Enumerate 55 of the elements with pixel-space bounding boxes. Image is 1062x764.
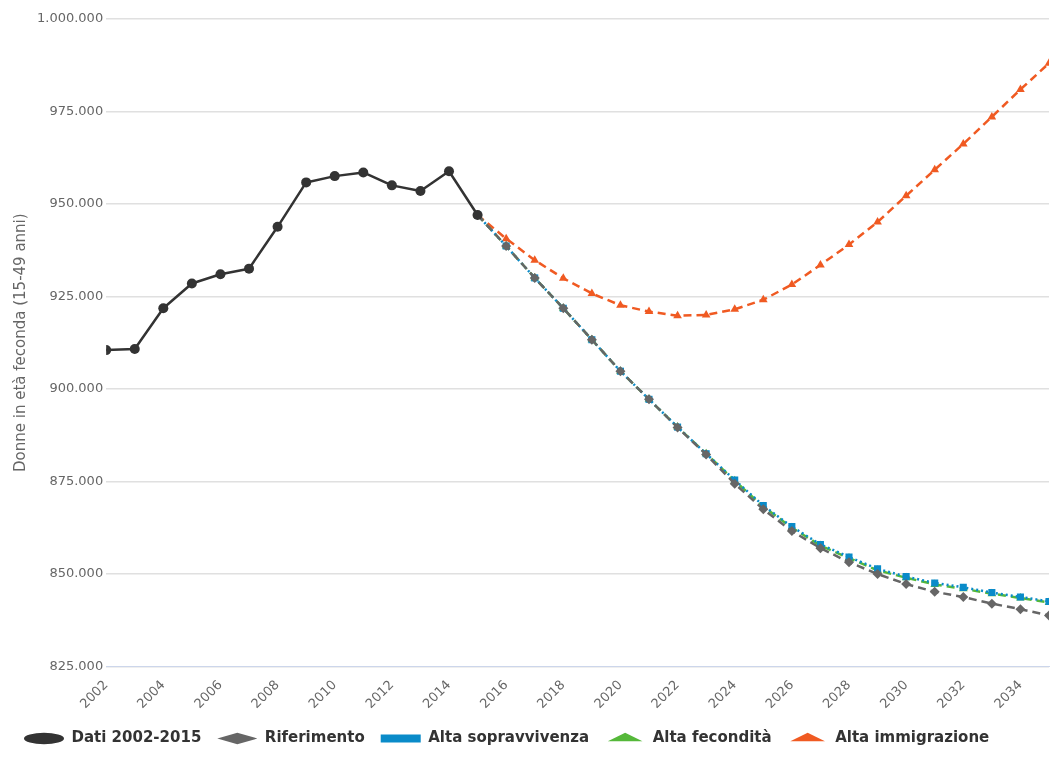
point (873, 217, 882, 225)
point (872, 569, 883, 580)
point (787, 279, 797, 288)
point (415, 185, 426, 196)
y-tick-label: 975.000 (49, 102, 104, 118)
point (958, 138, 968, 147)
point (758, 504, 769, 515)
point (986, 598, 997, 609)
legend-label: Riferimento (264, 728, 365, 747)
point (244, 263, 255, 274)
y-tick-label: 950.000 (49, 195, 104, 211)
y-tick-label: 850.000 (49, 565, 104, 581)
point (587, 288, 597, 296)
point (644, 306, 654, 315)
point (729, 478, 740, 489)
point (501, 233, 511, 242)
point (215, 269, 226, 280)
legend-label: Dati 2002-2015 (71, 728, 202, 747)
point (386, 180, 397, 191)
point (558, 273, 568, 281)
point (616, 300, 625, 308)
point (730, 304, 740, 312)
point (158, 303, 169, 314)
legend-label: Alta sopravvivenza (428, 728, 590, 747)
point (929, 586, 940, 597)
point (786, 526, 797, 537)
legend-label: Alta fecondità (652, 728, 772, 747)
point (329, 171, 340, 182)
y-axis-title: Donne in età feconda (15-49 anni) (10, 213, 29, 472)
legend-label: Alta immigrazione (835, 728, 990, 747)
point (129, 343, 140, 354)
y-tick-label: 875.000 (49, 472, 104, 488)
point (358, 167, 369, 178)
y-tick-label: 825.000 (49, 657, 104, 673)
point (186, 278, 197, 289)
point (815, 543, 826, 554)
point (901, 579, 912, 590)
point (844, 239, 854, 248)
point (272, 221, 283, 232)
point (530, 255, 540, 263)
y-tick-label: 900.000 (49, 380, 104, 396)
point (1015, 604, 1026, 615)
point (987, 111, 997, 120)
point (930, 164, 940, 173)
point (901, 190, 911, 199)
y-tick-label: 925.000 (49, 287, 104, 303)
point (844, 557, 854, 568)
point (958, 591, 969, 602)
point (444, 166, 455, 177)
point (1016, 84, 1025, 92)
point (301, 177, 312, 188)
point (673, 310, 682, 319)
point (758, 294, 768, 303)
y-tick-label: 1.000.000 (36, 10, 104, 26)
point (701, 309, 711, 318)
